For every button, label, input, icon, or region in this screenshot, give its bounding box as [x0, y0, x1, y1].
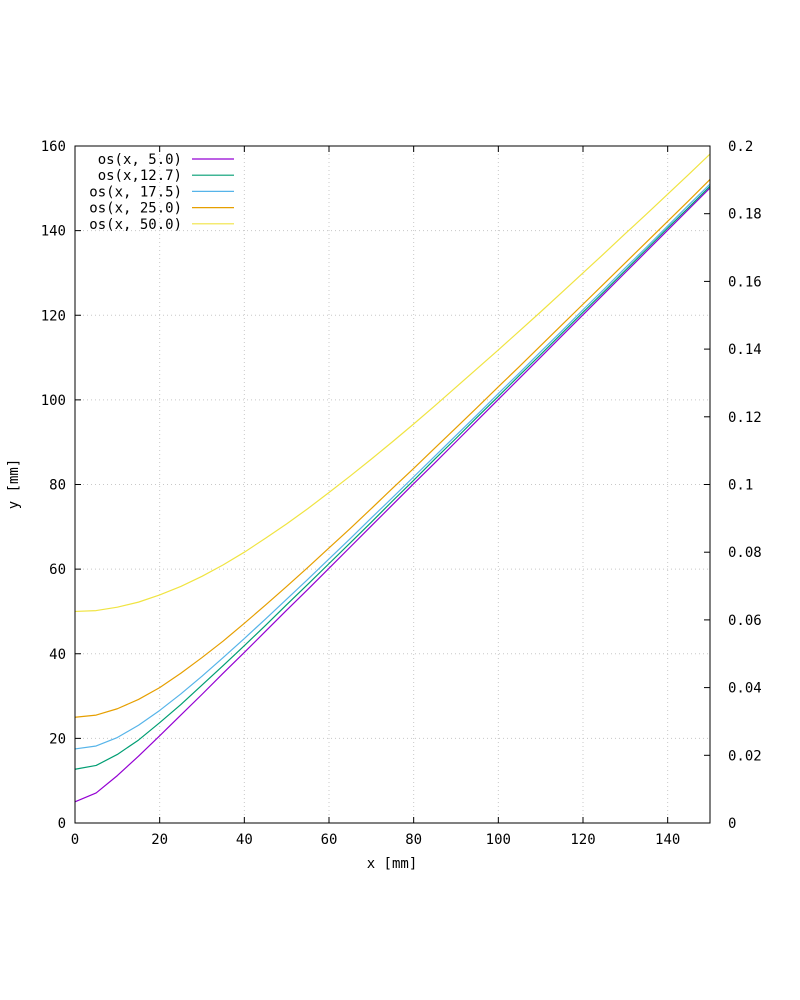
x-axis-label: x [mm]: [367, 856, 418, 872]
legend-label: os(x, 25.0): [89, 201, 182, 217]
y2-tick-label: 0.2: [728, 139, 753, 155]
legend-label: os(x,12.7): [98, 168, 182, 184]
y-tick-label: 100: [41, 393, 66, 409]
y2-tick-label: 0.12: [728, 410, 762, 426]
x-tick-label: 60: [321, 832, 338, 848]
y2-tick-label: 0.18: [728, 207, 762, 223]
y2-tick-label: 0.1: [728, 478, 753, 494]
y-axis-label: y [mm]: [6, 459, 22, 510]
y-tick-label: 160: [41, 139, 66, 155]
y2-tick-label: 0.08: [728, 545, 762, 561]
legend-label: os(x, 17.5): [89, 184, 182, 200]
plot-frame: [74, 145, 711, 824]
legend-label: os(x, 5.0): [98, 152, 182, 168]
y-tick-label: 40: [49, 647, 66, 663]
y-tick-label: 80: [49, 478, 66, 494]
x-tick-label: 40: [236, 832, 253, 848]
series-line-5: [74, 153, 711, 613]
series-lines: [74, 153, 711, 803]
x-tick-label: 0: [71, 832, 79, 848]
series-line-4: [74, 179, 711, 718]
series-line-1: [74, 187, 711, 803]
y-tick-label: 140: [41, 224, 66, 240]
y2-tick-label: 0.14: [728, 342, 762, 358]
y-tick-label: 60: [49, 562, 66, 578]
x-tick-label: 100: [486, 832, 511, 848]
y2-tick-label: 0: [728, 816, 736, 832]
y-tick-label: 20: [49, 731, 66, 747]
x-tick-label: 140: [655, 832, 680, 848]
y-tick-label: 120: [41, 308, 66, 324]
series-line-2: [74, 185, 711, 770]
grid: [75, 146, 710, 823]
y2-tick-label: 0.04: [728, 681, 762, 697]
series-line-3: [74, 183, 711, 750]
y-tick-label: 0: [58, 816, 66, 832]
x-tick-label: 80: [405, 832, 422, 848]
y2-tick-label: 0.16: [728, 274, 762, 290]
legend-label: os(x, 50.0): [89, 217, 182, 233]
y2-tick-label: 0.02: [728, 748, 762, 764]
legend: os(x, 5.0)os(x,12.7)os(x, 17.5)os(x, 25.…: [89, 152, 234, 233]
axis-ticks: 0 20 40 60 80 100 120 140 0 20 40 60 80 100 120 140 160 0…: [41, 139, 762, 848]
y2-tick-label: 0.06: [728, 613, 762, 629]
x-tick-label: 20: [151, 832, 168, 848]
x-tick-label: 120: [570, 832, 595, 848]
